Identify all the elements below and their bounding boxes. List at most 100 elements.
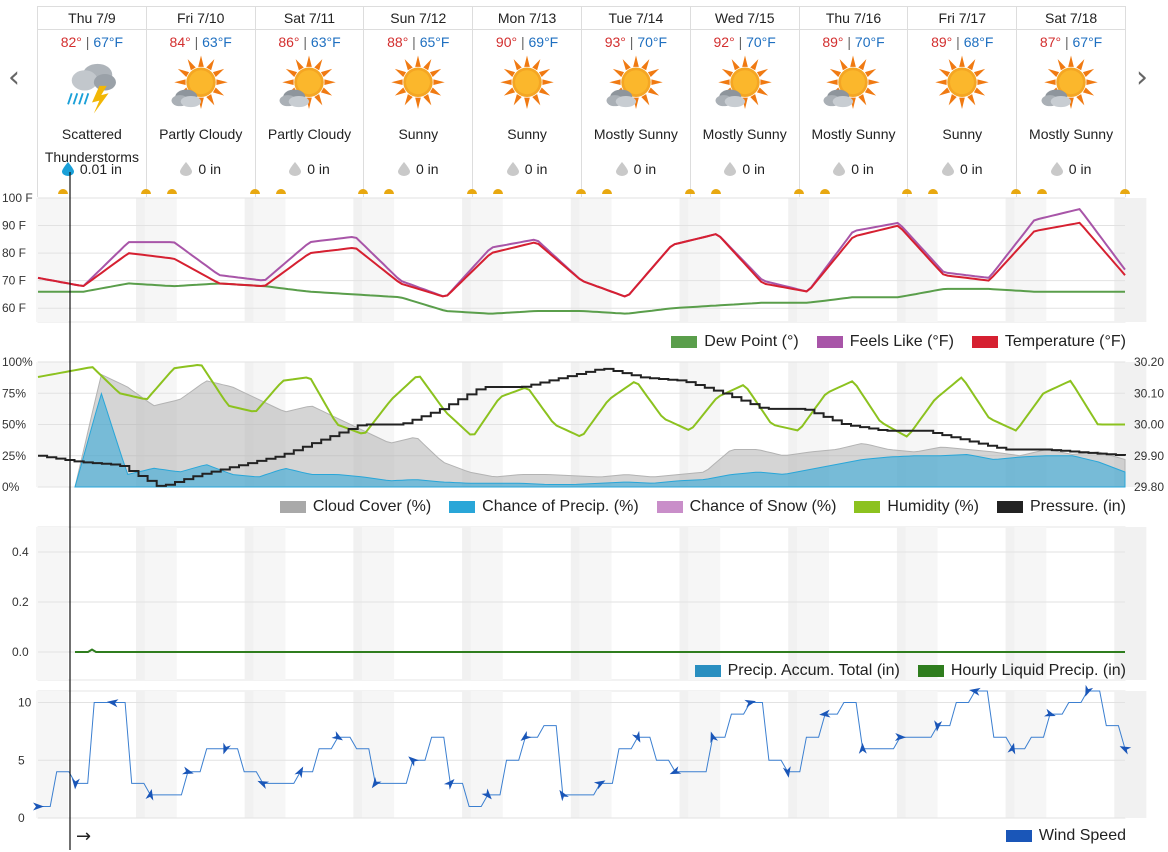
wind-direction-arrow — [71, 778, 80, 790]
low-temp: 69°F — [528, 34, 559, 50]
sunny-icon — [391, 55, 445, 109]
legend-swatch — [971, 336, 998, 348]
precip-value: 0 in — [416, 161, 439, 177]
day-column[interactable]: Thu 7/16 89° | 70°F Mostly Sunny 0 in — [799, 7, 913, 197]
sunrise-icon — [601, 189, 612, 194]
legend-label: Chance of Snow (%) — [689, 498, 837, 515]
condition-text: Partly Cloudy — [147, 123, 255, 169]
temperature-range: 82° | 67°F — [60, 34, 124, 50]
day-column[interactable]: Sun 7/12 88° | 65°F Sunny 0 in — [364, 7, 478, 197]
day-column[interactable]: Fri 7/10 84° | 63°F Partly Cloudy 0 in — [146, 7, 260, 197]
high-temp: 89° — [931, 34, 953, 50]
raindrop-icon — [180, 162, 193, 176]
low-temp: 63°F — [202, 34, 232, 50]
legend-item[interactable]: Feels Like (°F) — [816, 333, 954, 351]
raindrop-icon — [289, 162, 302, 176]
legend-item[interactable]: Dew Point (°) — [671, 333, 799, 351]
precip-amount: 0 in — [908, 161, 1016, 177]
left-axis-label: 75% — [2, 386, 26, 400]
low-temp: 65°F — [419, 34, 450, 50]
precip-amount: 0 in — [691, 161, 799, 177]
wind-direction-arrow — [371, 776, 382, 789]
previous-arrow[interactable]: ‹ — [8, 60, 20, 95]
night-band — [905, 691, 938, 818]
temp-axis-label: 70 F — [2, 274, 26, 288]
day-name: Mon 7/13 — [473, 7, 581, 30]
legend-label: Chance of Precip. (%) — [482, 498, 639, 515]
wind-axis-label: 5 — [18, 753, 25, 767]
night-band — [36, 527, 68, 680]
raindrop-icon — [506, 162, 519, 176]
legend-item[interactable]: Chance of Precip. (%) — [449, 498, 639, 516]
temperature-range: 93° | 70°F — [604, 34, 668, 50]
low-temp: 67°F — [93, 34, 124, 50]
condition-line-1: Mostly Sunny — [811, 126, 896, 142]
temperature-range: 88° | 65°F — [387, 34, 450, 50]
night-band — [579, 198, 612, 322]
wind-direction-arrow — [182, 766, 194, 775]
temperature-range: 92° | 70°F — [713, 34, 776, 50]
temp-axis-label: 100 F — [2, 191, 33, 205]
legend-item[interactable]: Cloud Cover (%) — [279, 498, 432, 516]
cloud-legend: Cloud Cover (%) Chance of Precip. (%) Chan… — [279, 498, 1126, 516]
day-column[interactable]: Thu 7/9 82° | 67°F Scattered Thunderstorm… — [37, 7, 151, 197]
sunset-icon — [1011, 189, 1022, 194]
day-column[interactable]: Wed 7/15 92° | 70°F Mostly Sunny 0 in — [690, 7, 804, 197]
day-column[interactable]: Tue 7/14 93° | 70°F Mostly Sunny 0 in — [581, 7, 695, 197]
condition-line-1: Mostly Sunny — [702, 126, 787, 142]
wind-direction-arrow — [559, 789, 569, 802]
precip-amount: 0 in — [1017, 161, 1125, 177]
day-column[interactable]: Fri 7/17 89° | 68°F Sunny 0 in — [908, 7, 1022, 197]
precip-amount: 0 in — [147, 161, 255, 177]
precip-chance-area — [74, 392, 1126, 488]
sunset-icon — [467, 189, 478, 194]
precip-amount: 0.01 in — [38, 161, 146, 177]
low-temp: 68°F — [963, 34, 994, 50]
legend-label: Humidity (%) — [887, 498, 979, 515]
condition-line-2: Thunderstorms — [44, 149, 139, 165]
day-name: Sun 7/12 — [364, 7, 473, 30]
legend-item[interactable]: Hourly Liquid Precip. (in) — [917, 662, 1126, 680]
night-band — [1114, 198, 1147, 322]
temp-axis-label: 60 F — [2, 301, 26, 315]
wind-direction-arrow — [934, 720, 943, 732]
night-band — [905, 527, 938, 680]
legend-label: Cloud Cover (%) — [312, 498, 432, 515]
low-temp: 67°F — [1072, 34, 1103, 50]
legend-item[interactable]: Pressure. (in) — [996, 498, 1126, 516]
mostly-sunny-icon — [1041, 55, 1098, 109]
night-band — [144, 691, 177, 818]
day-column[interactable]: Mon 7/13 90° | 69°F Sunny 0 in — [473, 7, 586, 197]
legend-item[interactable]: Temperature (°F) — [971, 333, 1126, 351]
legend-item[interactable]: Wind Speed — [1005, 827, 1126, 845]
legend-label: Temperature (°F) — [1004, 333, 1126, 350]
wind-direction-arrow — [1007, 742, 1016, 755]
precip-amount: 0 in — [256, 161, 364, 177]
legend-item[interactable]: Chance of Snow (%) — [656, 498, 837, 516]
day-column[interactable]: Sat 7/18 87° | 67°F Mostly Sunny 0 in — [1017, 7, 1130, 197]
next-arrow[interactable]: › — [1136, 60, 1148, 95]
series-line — [37, 221, 1126, 298]
pressure-line — [38, 367, 1126, 487]
precip-value: 0 in — [198, 161, 221, 177]
wind-direction-arrow — [819, 709, 831, 718]
night-band — [362, 527, 395, 680]
night-band — [1114, 527, 1147, 680]
legend-swatch — [1005, 830, 1032, 842]
temp-axis-label: 90 F — [2, 219, 26, 233]
high-temp: 92° — [713, 34, 735, 50]
day-column[interactable]: Sat 7/11 86° | 63°F Partly Cloudy 0 in — [255, 7, 369, 197]
temperature-range: 84° | 63°F — [169, 34, 232, 50]
condition-line-1: Mostly Sunny — [593, 126, 678, 142]
day-name: Thu 7/9 — [38, 7, 146, 30]
legend-item[interactable]: Precip. Accum. Total (in) — [694, 662, 900, 680]
sunset-icon — [358, 189, 369, 194]
raindrop-icon — [941, 162, 954, 176]
left-axis-label: 50% — [2, 418, 26, 432]
wind-direction-arrow — [631, 730, 641, 743]
legend-item[interactable]: Humidity (%) — [854, 498, 979, 516]
wind-direction-arrow — [443, 779, 455, 790]
right-axis-label: 29.80 — [1134, 480, 1164, 494]
wind-direction-arrow — [331, 731, 343, 741]
thunderstorm-icon — [67, 63, 116, 114]
